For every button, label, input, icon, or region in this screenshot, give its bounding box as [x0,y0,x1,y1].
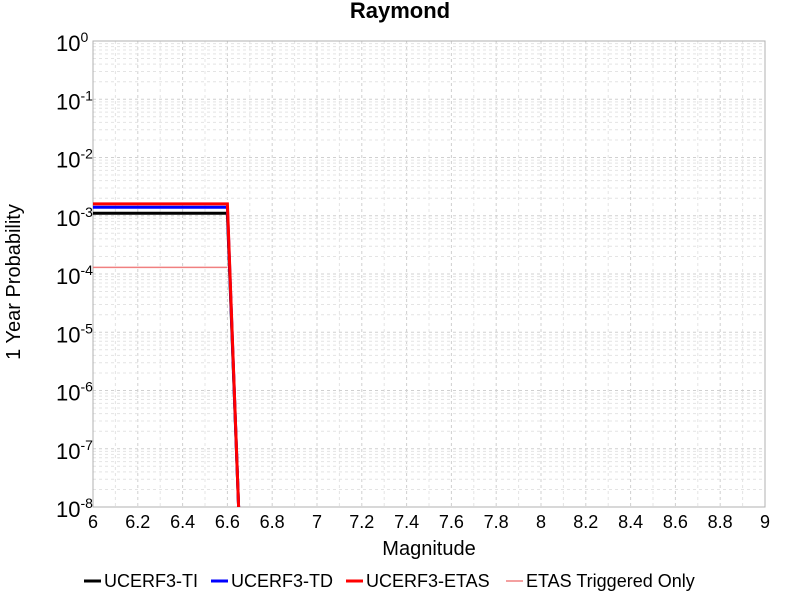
legend: UCERF3-TI UCERF3-TD UCERF3-ETAS ETAS Trigge… [84,571,695,591]
x-tick-label: 6.4 [170,512,195,532]
series-line-ucerf3-ti [93,211,241,508]
x-tick-label: 9 [760,512,770,532]
series-line-ucerf3-etas [93,202,241,508]
x-tick-label: 6 [88,512,98,532]
y-tick-labels: 100 10-1 10-2 10-3 10-4 10-5 10-6 10-7 10-8 [56,29,93,522]
y-tick-label: 10-8 [56,495,93,522]
y-tick-label: 10-5 [56,320,93,347]
chart-title: Raymond [350,0,450,23]
y-tick-label: 10-1 [56,87,93,114]
x-tick-label: 8 [536,512,546,532]
y-tick-label: 10-6 [56,379,93,406]
y-tick-label: 100 [56,29,88,56]
x-tick-label: 7.6 [439,512,464,532]
x-tick-label: 6.8 [260,512,285,532]
legend-label: UCERF3-TD [231,571,333,591]
y-tick-label: 10-4 [56,262,93,289]
x-tick-label: 8.2 [573,512,598,532]
y-tick-label: 10-7 [56,437,93,464]
x-tick-label: 7.4 [394,512,419,532]
x-axis-label: Magnitude [382,538,475,560]
x-tick-label: 8.4 [618,512,643,532]
x-tick-label: 6.6 [215,512,240,532]
y-axis-label: 1 Year Probability [3,204,25,360]
y-tick-label: 10-2 [56,146,93,173]
y-tick-label: 10-3 [56,204,93,231]
x-tick-label: 7.8 [484,512,509,532]
x-tick-label: 8.6 [663,512,688,532]
grid [92,40,766,508]
x-tick-label: 7.2 [349,512,374,532]
x-tick-label: 8.8 [708,512,733,532]
plot-area [92,40,766,508]
x-tick-label: 6.2 [125,512,150,532]
x-tick-labels: 6 6.2 6.4 6.6 6.8 7 7.2 7.4 7.6 7.8 8 8.2 8.4 8.6 8.8 9 [88,512,770,532]
legend-label: UCERF3-TI [104,571,198,591]
series-layer [93,202,241,508]
legend-label: UCERF3-ETAS [366,571,490,591]
legend-label: ETAS Triggered Only [526,571,695,591]
x-tick-label: 7 [312,512,322,532]
